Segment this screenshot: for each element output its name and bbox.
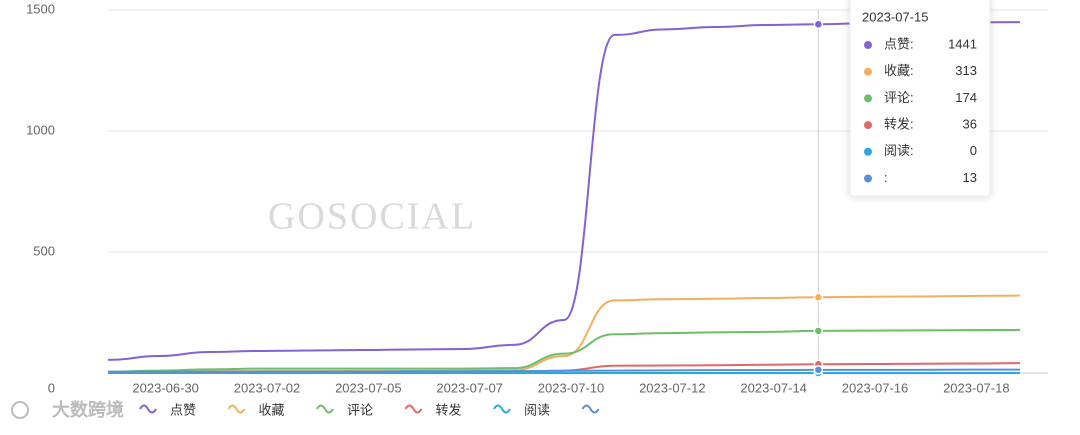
tooltip-marker [864, 121, 872, 130]
tooltip-label: 阅读: [884, 143, 914, 158]
tooltip-box [849, 0, 991, 197]
tooltip-value: 174 [955, 90, 977, 105]
legend-label: 阅读 [524, 402, 550, 417]
y-tick-label: 1000 [26, 122, 55, 137]
tooltip-label: 转发: [884, 117, 914, 132]
series-line [108, 368, 1020, 373]
hover-dot [813, 365, 824, 375]
hover-dot [813, 292, 824, 303]
x-tick-label: 2023-07-14 [740, 380, 807, 395]
legend-icon [404, 404, 423, 414]
series-line [107, 294, 1021, 373]
tooltip-label: : [884, 170, 888, 185]
tooltip: 2023-07-15 点赞: 1441 收藏: 313 评论: 174 转发: 36 阅读: 0: 1… [849, 0, 991, 197]
legend-icon [493, 404, 511, 414]
legend-icon [227, 404, 246, 414]
tooltip-value: 1441 [948, 36, 977, 51]
logo-icon [11, 401, 29, 419]
x-tick-label: 2023-07-16 [842, 380, 909, 395]
x-tick-label: 2023-06-30 [132, 380, 199, 395]
legend-label: 转发 [436, 402, 462, 417]
y-tick-label: 0 [48, 380, 55, 395]
tooltip-marker [864, 41, 872, 49]
tooltip-value: 13 [963, 170, 977, 185]
y-tick-label: 500 [33, 243, 55, 258]
x-tick-label: 2023-07-18 [943, 380, 1010, 395]
y-tick-label: 1500 [26, 1, 55, 16]
legend-label: 收藏 [259, 402, 285, 417]
legend-icon [316, 404, 334, 414]
logo: 大数跨境 [52, 399, 124, 420]
tooltip-value: 0 [970, 143, 977, 158]
legend-label: 点赞 [170, 402, 196, 417]
legend-label: 评论 [347, 402, 373, 417]
tooltip-marker [864, 67, 872, 76]
tooltip-label: 收藏: [884, 63, 914, 78]
hover-dot [813, 326, 824, 336]
x-tick-label: 2023-07-05 [335, 380, 402, 395]
x-tick-label: 2023-07-07 [436, 380, 503, 395]
watermark: GOSOCIAL [268, 196, 476, 238]
tooltip-value: 36 [963, 117, 977, 132]
tooltip-marker [864, 147, 872, 156]
x-tick-label: 2023-07-02 [234, 380, 301, 395]
tooltip-marker [864, 94, 872, 103]
legend-icon [139, 404, 157, 414]
series-line [107, 328, 1021, 373]
tooltip-label: 评论: [884, 90, 914, 105]
tooltip-marker [864, 174, 872, 183]
legend-icon [581, 404, 600, 414]
tooltip-label: 点赞: [884, 36, 914, 51]
x-tick-label: 2023-07-10 [538, 380, 605, 395]
x-tick-label: 2023-07-12 [639, 380, 706, 395]
tooltip-value: 313 [955, 63, 977, 78]
tooltip-title: 2023-07-15 [862, 9, 929, 24]
hover-dot [813, 19, 824, 30]
